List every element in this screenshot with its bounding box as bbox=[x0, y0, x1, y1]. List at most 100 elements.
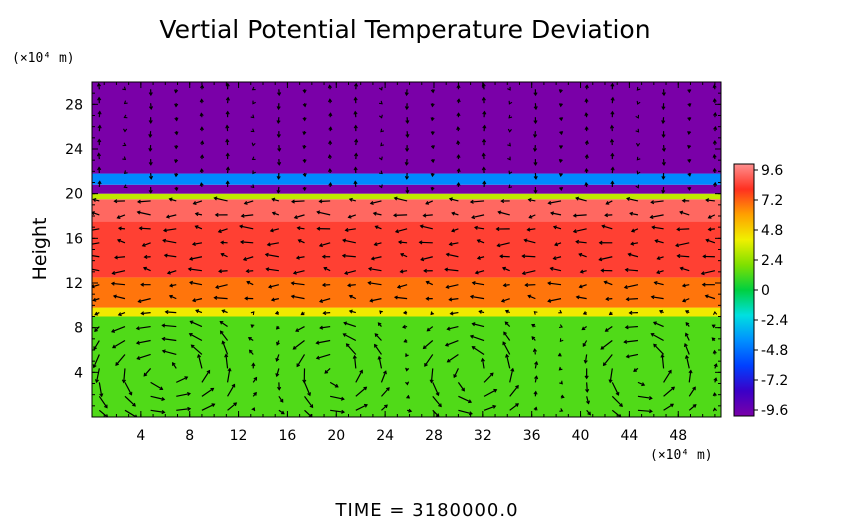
wind-vector bbox=[474, 270, 485, 275]
wind-vector bbox=[550, 211, 562, 216]
wind-vector bbox=[276, 186, 281, 194]
wind-vector bbox=[444, 267, 459, 272]
wind-vector bbox=[650, 200, 664, 205]
wind-vector bbox=[547, 281, 562, 286]
wind-vector bbox=[509, 403, 519, 411]
wind-vector bbox=[162, 228, 177, 233]
wind-vector bbox=[292, 270, 305, 275]
wind-vector bbox=[348, 309, 356, 314]
wind-vector bbox=[276, 340, 280, 346]
x-tick-label: 24 bbox=[376, 428, 394, 444]
y-tick-label: 16 bbox=[65, 231, 83, 247]
wind-vector bbox=[224, 353, 229, 369]
wind-vector bbox=[635, 142, 641, 147]
wind-vector bbox=[330, 395, 345, 401]
wind-vector bbox=[419, 224, 433, 230]
wind-vectors bbox=[92, 82, 718, 417]
wind-vector bbox=[654, 239, 664, 244]
wind-vector bbox=[150, 395, 166, 402]
wind-vector bbox=[174, 145, 179, 150]
wind-vector bbox=[353, 82, 359, 90]
wind-vector bbox=[404, 103, 410, 111]
wind-vector bbox=[687, 186, 692, 191]
wind-vector bbox=[122, 156, 127, 160]
wind-vector bbox=[656, 270, 664, 275]
field-layer-6 bbox=[92, 184, 721, 194]
wind-vector bbox=[533, 117, 538, 125]
colorbar-tick-label: 0 bbox=[761, 283, 770, 299]
wind-vector bbox=[505, 353, 511, 369]
wind-vector bbox=[533, 89, 538, 97]
wind-vector bbox=[480, 357, 485, 369]
wind-vector bbox=[700, 270, 716, 276]
wind-vector bbox=[278, 409, 285, 415]
wind-vector bbox=[399, 269, 408, 274]
wind-vector bbox=[303, 382, 311, 397]
wind-vector bbox=[687, 103, 692, 108]
wind-vector bbox=[532, 348, 537, 355]
wind-vector bbox=[135, 325, 151, 331]
wind-vector bbox=[252, 100, 256, 105]
wind-vector bbox=[213, 196, 228, 202]
wind-vector bbox=[456, 140, 461, 146]
wind-vector bbox=[239, 239, 254, 245]
wind-vector bbox=[397, 240, 408, 245]
wind-vector bbox=[148, 103, 154, 111]
wind-vector bbox=[627, 252, 639, 258]
wind-vector bbox=[608, 311, 613, 316]
wind-vector bbox=[705, 238, 716, 244]
field-layer-1 bbox=[92, 307, 721, 317]
wind-vector bbox=[292, 340, 305, 350]
wind-vector bbox=[624, 267, 638, 272]
wind-vector bbox=[344, 227, 356, 233]
wind-vector bbox=[684, 332, 690, 341]
wind-vector bbox=[635, 128, 640, 133]
wind-vector bbox=[92, 354, 100, 369]
wind-vector bbox=[679, 210, 690, 216]
wind-vector bbox=[251, 407, 256, 412]
wind-vector bbox=[451, 228, 459, 233]
wind-vector bbox=[392, 213, 408, 218]
wind-vector bbox=[495, 226, 510, 232]
wind-vector bbox=[704, 294, 716, 300]
wind-vector bbox=[174, 103, 179, 108]
wind-vector bbox=[374, 333, 382, 341]
wind-vector bbox=[200, 140, 205, 146]
wind-vector bbox=[124, 382, 133, 396]
wind-vector bbox=[682, 298, 690, 303]
wind-vector bbox=[509, 367, 515, 383]
wind-vector bbox=[637, 395, 653, 401]
wind-vector bbox=[189, 280, 203, 286]
wind-vector bbox=[469, 294, 485, 300]
wind-vector bbox=[176, 376, 189, 383]
wind-vector bbox=[501, 266, 510, 272]
wind-vector bbox=[111, 325, 126, 333]
wind-vector bbox=[636, 100, 641, 105]
wind-vector bbox=[247, 337, 254, 342]
wind-vector bbox=[92, 211, 100, 216]
wind-vector bbox=[116, 214, 126, 219]
wind-vector bbox=[353, 110, 358, 118]
wind-vector bbox=[547, 298, 562, 303]
wind-vector bbox=[227, 402, 238, 411]
wind-vector bbox=[318, 298, 331, 303]
wind-vector bbox=[302, 368, 307, 384]
wind-vector bbox=[304, 395, 314, 409]
wind-vector bbox=[425, 280, 434, 286]
wind-vector bbox=[402, 310, 408, 315]
wind-vector bbox=[324, 367, 331, 374]
wind-vector bbox=[92, 228, 100, 231]
wind-vector bbox=[684, 310, 690, 314]
wind-vector bbox=[547, 200, 562, 205]
wind-vector bbox=[122, 86, 127, 91]
wind-vector bbox=[405, 367, 410, 372]
wind-vector bbox=[456, 154, 461, 160]
field-layer-2 bbox=[92, 277, 721, 308]
wind-vector bbox=[508, 170, 513, 175]
wind-vector bbox=[471, 214, 485, 220]
wind-vector bbox=[532, 145, 538, 152]
wind-vector bbox=[649, 214, 664, 220]
wind-vector bbox=[225, 152, 230, 160]
wind-vector bbox=[663, 403, 675, 411]
wind-vector bbox=[507, 128, 512, 133]
